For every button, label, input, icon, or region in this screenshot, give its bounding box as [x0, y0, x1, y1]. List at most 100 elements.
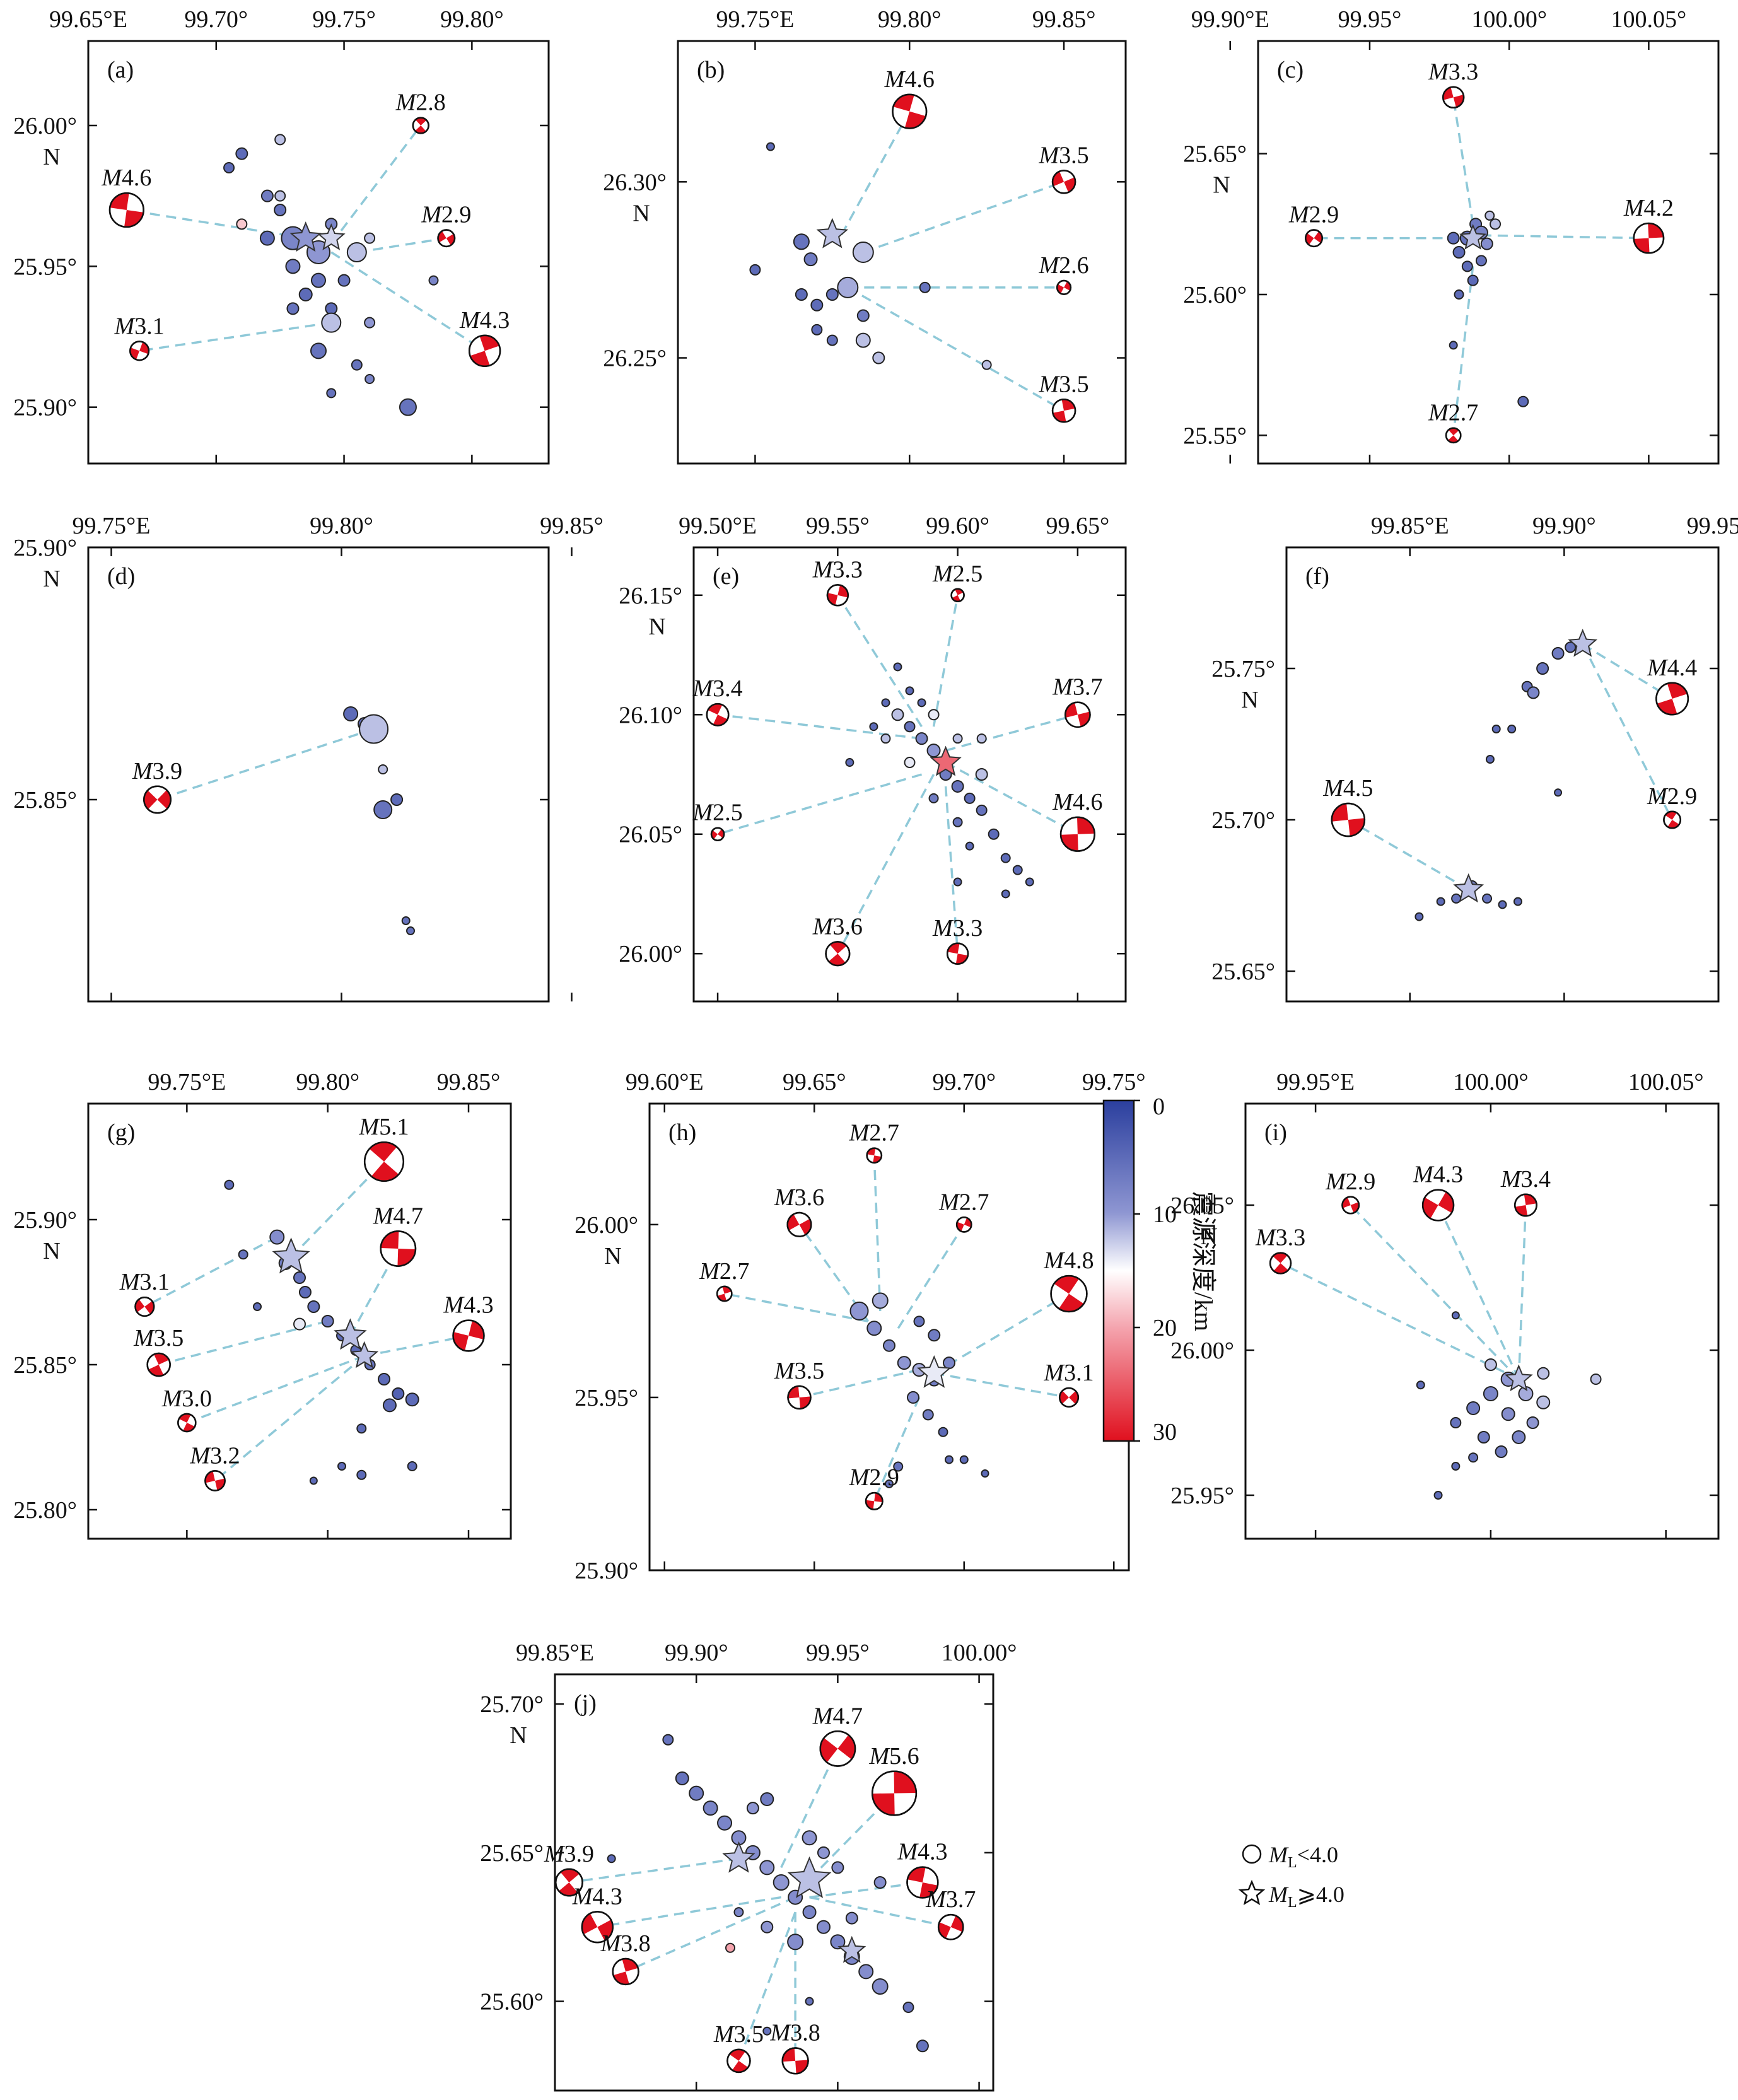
mechanism-connector — [330, 124, 422, 245]
mechanism-label: M3.8 — [770, 2019, 820, 2046]
event-circle — [1012, 865, 1023, 875]
beachball — [1059, 816, 1095, 852]
mechanism-label: M3.6 — [774, 1184, 824, 1211]
beachball — [129, 341, 150, 361]
event-circle — [1526, 1416, 1539, 1429]
y-tick-label: 25.75° — [1211, 656, 1275, 682]
beachball — [554, 1868, 583, 1897]
event-circle — [326, 388, 337, 399]
y-axis-n-label: N — [633, 200, 650, 226]
event-circle — [399, 398, 417, 416]
beachball — [143, 785, 172, 814]
event-star — [317, 223, 346, 250]
y-tick-label: 25.85° — [13, 1352, 77, 1379]
event-star — [930, 745, 962, 776]
colorbar-tick-label: 20 — [1153, 1315, 1177, 1341]
event-circle — [976, 804, 988, 816]
event-circle — [816, 1920, 831, 1934]
x-tick-label: 99.60°E — [626, 1069, 704, 1095]
event-circle — [1512, 1430, 1526, 1444]
mechanism-connector — [1350, 1204, 1520, 1380]
event-circle — [1477, 1431, 1490, 1444]
y-tick-label: 25.90° — [574, 1558, 638, 1584]
event-circle — [259, 230, 275, 246]
y-tick-label: 25.85° — [13, 787, 77, 814]
beachball — [937, 1913, 964, 1940]
mechanism-connector — [945, 713, 1078, 752]
event-circle — [1537, 1367, 1550, 1380]
event-circle — [1551, 647, 1565, 660]
event-circle — [1536, 1395, 1551, 1409]
y-tick-label: 25.65° — [480, 1840, 544, 1867]
event-circle — [1001, 889, 1010, 899]
mechanism-label: M2.6 — [1038, 252, 1088, 279]
beachball — [1442, 86, 1465, 108]
beachball — [706, 703, 730, 726]
mechanism-connector — [944, 786, 959, 954]
event-star — [816, 218, 849, 248]
beachball — [787, 1385, 812, 1410]
mechanism-label: M3.1 — [119, 1269, 170, 1295]
event-circle — [337, 1462, 346, 1471]
x-tick-label: 99.75° — [312, 6, 376, 33]
mechanism-label: M3.8 — [600, 1930, 651, 1957]
beachball — [1051, 399, 1076, 423]
event-circle — [1517, 395, 1529, 407]
event-circle — [703, 1800, 718, 1816]
x-tick-label: 99.65° — [1046, 513, 1110, 539]
x-tick-label: 100.00° — [942, 1640, 1017, 1666]
mechanism-connector — [126, 209, 306, 240]
event-circle — [811, 324, 823, 335]
event-circle — [286, 302, 300, 315]
event-circle — [1485, 755, 1495, 764]
event-circle — [773, 1874, 790, 1891]
beachball — [716, 1285, 733, 1302]
panel-g: 99.75°E 99.80° 99.85° 25.80° 25.85° 25.90° N (g… — [13, 1069, 512, 1540]
mechanism-label: M3.9 — [544, 1841, 594, 1867]
mechanism-label: M4.2 — [1623, 195, 1674, 221]
event-circle — [293, 1317, 306, 1331]
beachball — [1269, 1252, 1292, 1275]
event-circle — [1466, 1401, 1481, 1415]
event-circle — [373, 800, 393, 819]
event-star — [1504, 1364, 1533, 1392]
event-circle — [1498, 900, 1507, 909]
event-circle — [309, 1476, 318, 1485]
event-circle — [793, 233, 810, 250]
x-tick-label: 99.90° — [665, 1640, 728, 1666]
y-axis-n-label: N — [43, 1238, 60, 1264]
mechanism-connector — [932, 595, 959, 727]
event-circle — [805, 1997, 814, 2006]
magnitude-legend: ML<4.0 ML⩾4.0 — [1238, 1842, 1344, 1911]
event-circle — [1452, 246, 1466, 259]
event-circle — [893, 1461, 904, 1472]
event-circle — [852, 242, 874, 263]
beachball — [380, 1230, 417, 1267]
mechanism-label: M3.4 — [692, 675, 742, 702]
event-circle — [307, 1300, 320, 1313]
y-tick-label: 25.80° — [13, 1497, 77, 1524]
mechanism-connector — [1452, 97, 1474, 225]
event-circle — [917, 698, 926, 708]
mechanism-connector — [780, 1748, 839, 1869]
mechanism-connector — [945, 761, 1078, 836]
event-circle — [392, 1387, 405, 1400]
mechanism-label: M2.9 — [1288, 201, 1339, 228]
event-circle — [746, 1802, 759, 1815]
event-circle — [831, 1861, 844, 1874]
event-circle — [1025, 877, 1034, 887]
mechanism-label: M3.2 — [189, 1442, 240, 1469]
mechanism-connector — [933, 1292, 1070, 1375]
beachball — [1331, 802, 1366, 837]
beachball — [1513, 1193, 1537, 1217]
event-circle — [364, 232, 376, 244]
event-circle — [1000, 853, 1011, 863]
mechanism-connector — [597, 1896, 781, 1928]
event-circle — [1484, 210, 1495, 221]
beachball — [710, 827, 725, 841]
event-circle — [904, 757, 916, 769]
event-circle — [803, 252, 818, 267]
event-circle — [356, 1469, 367, 1480]
beachball — [1655, 682, 1689, 716]
y-tick-label: 26.00° — [13, 113, 77, 139]
